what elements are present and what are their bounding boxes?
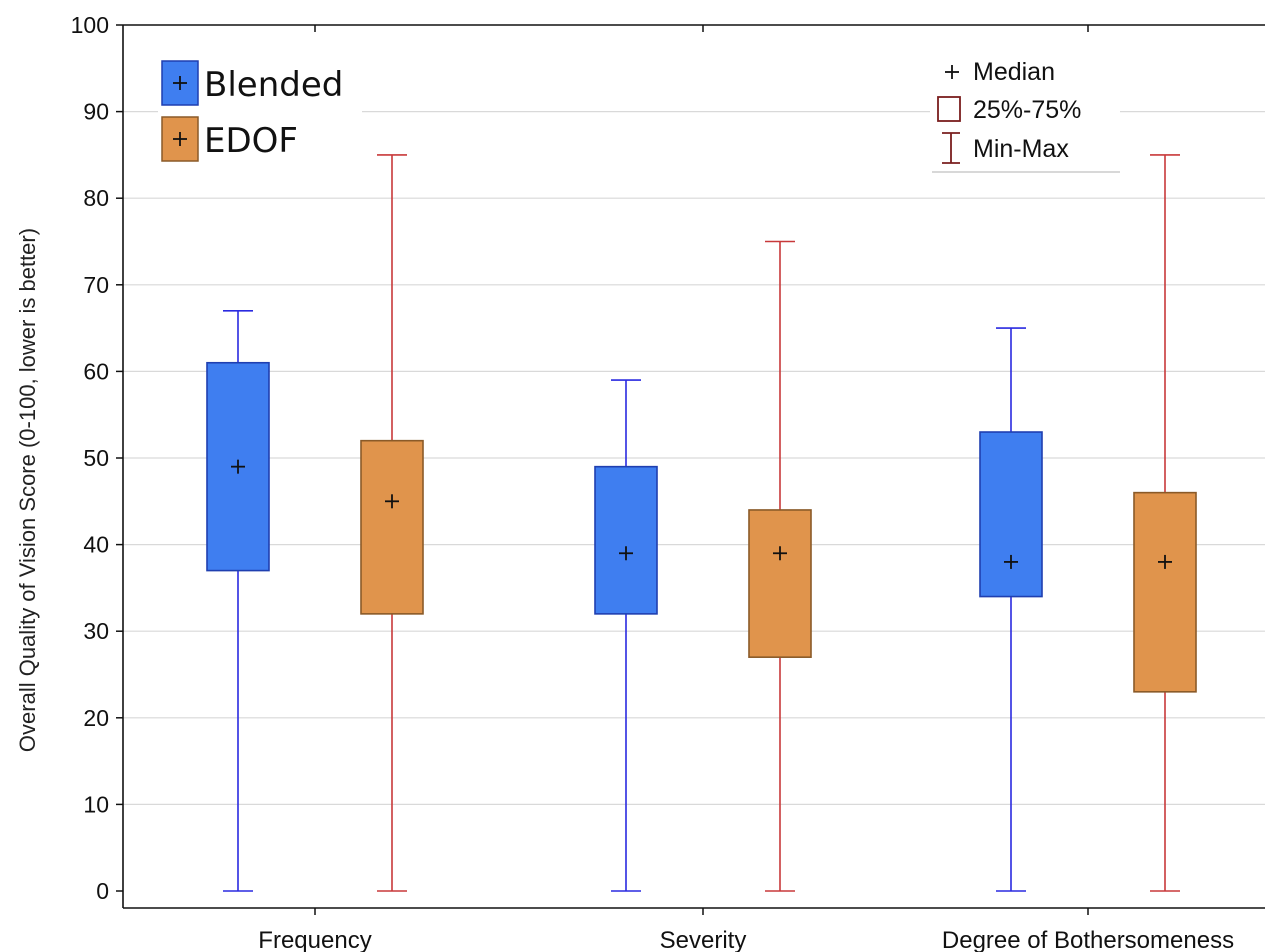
y-tick-label: 70 [83,272,109,298]
iqr-box [360,439,424,615]
legend-stats: Median 25%-75% Min-Max [930,55,1120,175]
y-axis: 0 10 20 30 40 50 60 70 80 90 100 [71,12,124,908]
box-blended-2 [979,327,1043,892]
x-tick-label: Frequency [258,927,371,952]
legend-item-edof: EDOF [161,116,298,162]
box-edof-2 [1133,154,1197,892]
legend-whisker-label: Min-Max [973,135,1069,163]
y-tick-label: 100 [71,12,109,38]
y-tick-label: 40 [83,532,109,558]
legend-series-label: Blended [204,65,343,105]
box-blended-0 [206,309,270,892]
y-tick-label: 90 [83,99,109,125]
y-tick-label: 30 [83,618,109,644]
y-tick-label: 60 [83,358,109,384]
iqr-box [748,509,812,658]
legend-median-label: Median [973,58,1055,86]
box-blended-1 [594,379,658,892]
iqr-box [979,431,1043,598]
legend-box-label: 25%-75% [973,96,1081,124]
legend-item-blended: Blended [161,60,343,106]
gridlines [123,110,1265,806]
box-edof-1 [748,240,812,892]
y-tick-label: 50 [83,445,109,471]
y-tick-label: 80 [83,185,109,211]
x-axis: Frequency Severity Degree of Bothersomenes… [123,24,1265,952]
boxes [206,154,1197,892]
legend-median-icon [945,65,959,79]
x-tick-label: Severity [660,927,747,952]
legend-series: Blended EDOF [158,53,362,171]
iqr-box [594,465,658,615]
y-tick-label: 0 [96,878,109,904]
iqr-box [206,361,270,572]
y-tick-label: 10 [83,791,109,817]
box-edof-0 [360,154,424,892]
y-tick-label: 20 [83,705,109,731]
iqr-box [1133,491,1197,693]
legend-series-label: EDOF [204,121,298,161]
y-axis-label: Overall Quality of Vision Score (0-100, … [15,228,40,752]
legend-whisker-icon [942,132,960,164]
legend-box-icon [937,96,961,122]
x-tick-label: Degree of Bothersomeness [942,927,1234,952]
